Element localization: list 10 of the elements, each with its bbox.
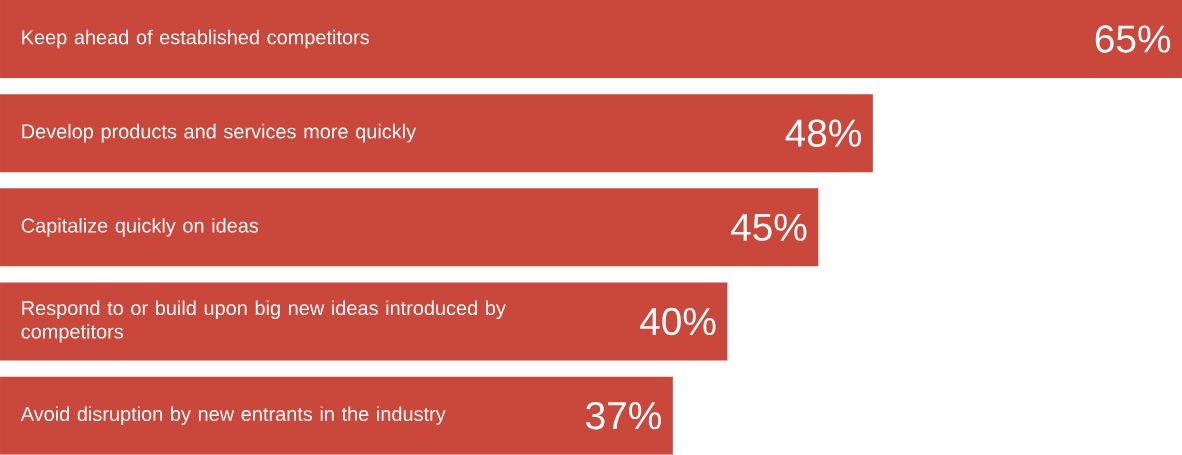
y-tick-label: Avoid disruption by new entrants in the industry bbox=[20, 406, 446, 426]
y-tick-label: Respond to or build upon big new ideas introduced by competitors bbox=[21, 300, 506, 343]
y-tick-label: Capitalize quickly on ideas bbox=[21, 218, 259, 237]
data-label: 48% bbox=[785, 119, 862, 148]
data-label: 65% bbox=[1095, 25, 1171, 53]
data-label: 37% bbox=[586, 402, 661, 430]
data-label: 40% bbox=[640, 307, 716, 336]
data-label: 45% bbox=[731, 213, 807, 242]
y-tick-label: Keep ahead of established competitors bbox=[22, 29, 369, 49]
y-tick-label: Develop products and services more quickly bbox=[22, 124, 417, 143]
